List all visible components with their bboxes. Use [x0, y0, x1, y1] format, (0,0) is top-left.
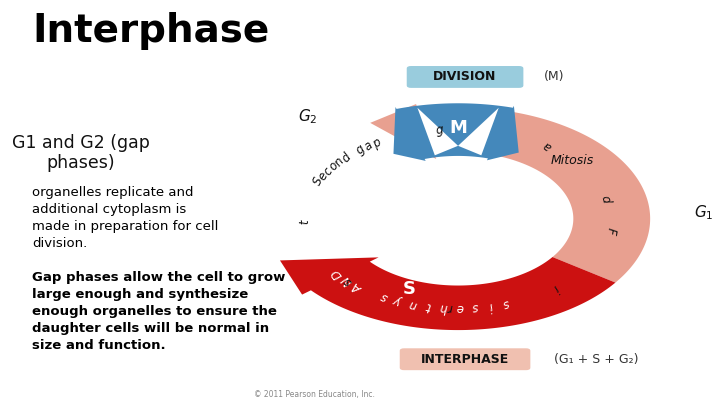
Text: e: e: [456, 301, 463, 314]
Text: d: d: [339, 150, 354, 165]
Text: g: g: [435, 124, 444, 137]
Text: D: D: [329, 266, 345, 281]
Text: (G₁ + S + G₂): (G₁ + S + G₂): [554, 353, 638, 366]
Text: G1 and G2 (gap
phases): G1 and G2 (gap phases): [12, 134, 150, 173]
Text: s: s: [472, 301, 479, 314]
Text: S: S: [402, 280, 415, 298]
Text: e: e: [316, 170, 330, 182]
Text: p: p: [370, 136, 383, 151]
Text: c: c: [321, 165, 336, 177]
Polygon shape: [370, 104, 650, 283]
Text: Gap phases allow the cell to grow
large enough and synthesize
enough organelles : Gap phases allow the cell to grow large …: [32, 271, 285, 352]
Text: a: a: [361, 139, 375, 154]
Text: y: y: [392, 294, 404, 308]
Text: M: M: [449, 119, 467, 136]
Text: a: a: [541, 139, 554, 153]
FancyBboxPatch shape: [407, 66, 523, 88]
Text: $G_1$: $G_1$: [694, 204, 714, 222]
Text: A: A: [351, 279, 366, 294]
FancyBboxPatch shape: [400, 348, 531, 370]
Text: s: s: [379, 290, 390, 304]
Text: INTERPHASE: INTERPHASE: [421, 353, 509, 366]
Text: g: g: [354, 143, 368, 157]
Text: DIVISION: DIVISION: [433, 70, 497, 83]
Text: (M): (M): [544, 70, 564, 83]
Text: i: i: [487, 299, 493, 313]
Polygon shape: [280, 257, 616, 330]
Text: S: S: [311, 175, 326, 187]
Text: i: i: [550, 281, 561, 294]
Text: n: n: [408, 296, 418, 311]
Text: p: p: [601, 195, 616, 205]
Text: Interphase: Interphase: [32, 12, 269, 50]
Text: F: F: [603, 227, 617, 235]
Text: t: t: [425, 299, 432, 313]
Text: Mitosis: Mitosis: [550, 154, 593, 167]
Text: s: s: [342, 275, 355, 288]
Polygon shape: [393, 103, 518, 161]
Text: t: t: [298, 219, 311, 224]
Text: $G_2$: $G_2$: [299, 107, 318, 126]
Text: n: n: [333, 155, 347, 169]
Text: o: o: [326, 160, 341, 173]
Text: h: h: [439, 301, 448, 314]
Text: s: s: [500, 296, 510, 311]
Polygon shape: [418, 108, 499, 155]
Text: N: N: [340, 273, 355, 288]
Text: organelles replicate and
additional cytoplasm is
made in preparation for cell
di: organelles replicate and additional cyto…: [32, 186, 218, 250]
Text: © 2011 Pearson Education, Inc.: © 2011 Pearson Education, Inc.: [254, 390, 375, 399]
Text: r: r: [447, 301, 453, 314]
